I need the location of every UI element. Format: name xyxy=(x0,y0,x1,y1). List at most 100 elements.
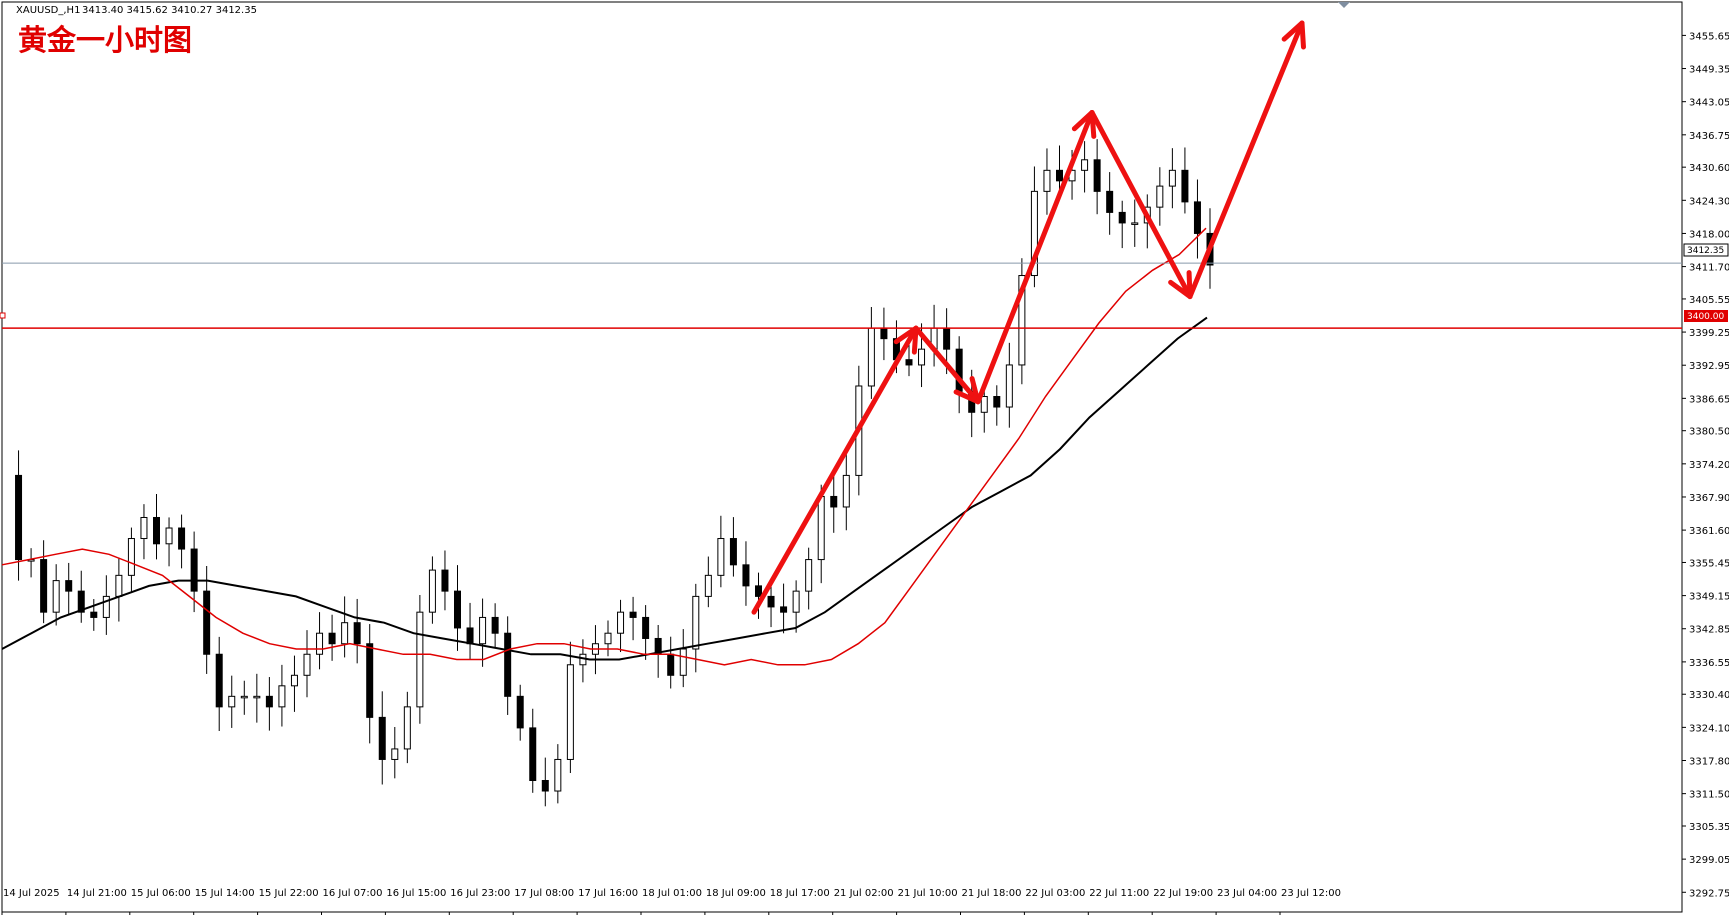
time-tick-label: 22 Jul 11:00 xyxy=(1089,888,1149,899)
candle-body-up xyxy=(127,538,135,576)
price-tick-label: 3430.60 xyxy=(1689,163,1729,174)
time-ticks: 14 Jul 2025 14 Jul 21:00 15 Jul 06:00 15 Ju… xyxy=(1,888,1341,915)
candle-body-up xyxy=(617,611,625,634)
candle xyxy=(77,570,85,623)
candle xyxy=(805,547,813,610)
candle-body-up xyxy=(1018,275,1026,366)
candle xyxy=(403,691,411,764)
price-tick-label: 3418.00 xyxy=(1689,229,1729,240)
time-tick-label: 21 Jul 18:00 xyxy=(962,888,1022,899)
time-tick-label: 18 Jul 09:00 xyxy=(706,888,766,899)
candle xyxy=(278,664,286,727)
current-price-tag-bg xyxy=(1683,243,1729,257)
candle-body-down xyxy=(454,590,461,629)
candle-body-up xyxy=(1081,159,1089,171)
candle xyxy=(341,596,349,658)
candle-body-up xyxy=(479,616,487,645)
candle xyxy=(265,677,273,731)
time-tick-label: 15 Jul 22:00 xyxy=(259,888,319,899)
candle xyxy=(1181,147,1189,214)
candle xyxy=(1005,342,1013,428)
candle xyxy=(1106,172,1114,235)
candle-body-down xyxy=(880,327,888,340)
level-price-tag: 3400.00 xyxy=(1687,312,1724,322)
candle-body-down xyxy=(1118,211,1126,224)
level-line-handle[interactable] xyxy=(0,312,6,319)
symbol-label: XAUUSD_,H1 xyxy=(16,5,80,16)
trend-arrow-shaft xyxy=(913,325,981,405)
candle-body-down xyxy=(215,653,223,708)
candle xyxy=(140,504,148,560)
candle xyxy=(303,630,311,698)
candle xyxy=(755,572,762,619)
candle-body-up xyxy=(918,348,926,366)
candle xyxy=(153,494,160,560)
candle-body-down xyxy=(441,569,449,592)
price-tick-label: 3399.25 xyxy=(1689,328,1729,339)
candle xyxy=(993,385,1001,426)
candle-body-up xyxy=(704,574,712,597)
candle xyxy=(190,531,198,613)
price-tick-label: 3455.65 xyxy=(1689,31,1729,42)
candle xyxy=(290,655,298,712)
candle-body-down xyxy=(642,616,650,639)
candle xyxy=(1118,200,1126,249)
candle-body-down xyxy=(153,516,160,545)
candle-body-up xyxy=(391,748,399,760)
candle xyxy=(353,598,361,664)
candle xyxy=(1043,148,1051,215)
candle-body-down xyxy=(993,396,1001,408)
candle-body-up xyxy=(253,695,261,699)
candle xyxy=(491,603,499,649)
candle-body-up xyxy=(1043,169,1051,192)
candle-body-up xyxy=(867,327,875,387)
chart-shift-marker[interactable] xyxy=(1338,2,1350,8)
candle-body-down xyxy=(1056,169,1063,182)
price-tick-label: 3386.65 xyxy=(1689,394,1729,405)
candle-body-down xyxy=(905,359,913,366)
candle-body-up xyxy=(102,595,110,618)
price-tick-label: 3411.70 xyxy=(1689,263,1729,274)
candle-body-up xyxy=(428,569,436,613)
candle-body-up xyxy=(980,396,988,413)
time-tick-label: 15 Jul 14:00 xyxy=(195,888,255,899)
moving-average-black xyxy=(1,316,1208,661)
candle-body-down xyxy=(504,632,512,697)
candle xyxy=(1018,258,1026,385)
candle xyxy=(1056,145,1063,194)
price-tick-label: 3330.40 xyxy=(1689,690,1729,701)
candle-body-down xyxy=(15,474,23,561)
candle xyxy=(65,562,73,615)
candle-body-down xyxy=(767,595,775,608)
price-tick-label: 3361.60 xyxy=(1689,526,1729,537)
candlestick-series xyxy=(15,139,1214,807)
candle xyxy=(604,620,612,657)
candle xyxy=(215,636,223,732)
candle xyxy=(1030,166,1038,288)
trend-arrow-shaft xyxy=(751,325,919,615)
candle xyxy=(316,612,324,670)
price-tick-label: 3324.10 xyxy=(1689,723,1729,734)
candle xyxy=(566,641,574,773)
candle-body-up xyxy=(1030,190,1038,277)
candle-body-down xyxy=(667,653,675,676)
price-tick-label: 3367.90 xyxy=(1689,493,1729,504)
price-tick-label: 3405.55 xyxy=(1689,295,1729,306)
candle-body-down xyxy=(265,695,273,708)
candle-body-up xyxy=(416,611,424,708)
candle-body-down xyxy=(90,611,98,618)
candle-body-down xyxy=(353,622,361,645)
trend-arrow xyxy=(1187,20,1306,300)
time-tick-label: 21 Jul 02:00 xyxy=(834,888,894,899)
trend-arrow-shaft xyxy=(1187,20,1305,300)
level-price-tag-bg xyxy=(1684,310,1728,322)
candle-body-down xyxy=(1093,159,1101,192)
price-tick-label: 3317.80 xyxy=(1689,757,1729,768)
candle-body-up xyxy=(403,706,411,750)
candle xyxy=(554,744,562,804)
candle-body-up xyxy=(842,474,850,508)
candle-body-up xyxy=(316,632,324,655)
candle-body-down xyxy=(742,564,750,587)
candle-body-down xyxy=(328,632,336,645)
candle-body-up xyxy=(278,685,286,708)
